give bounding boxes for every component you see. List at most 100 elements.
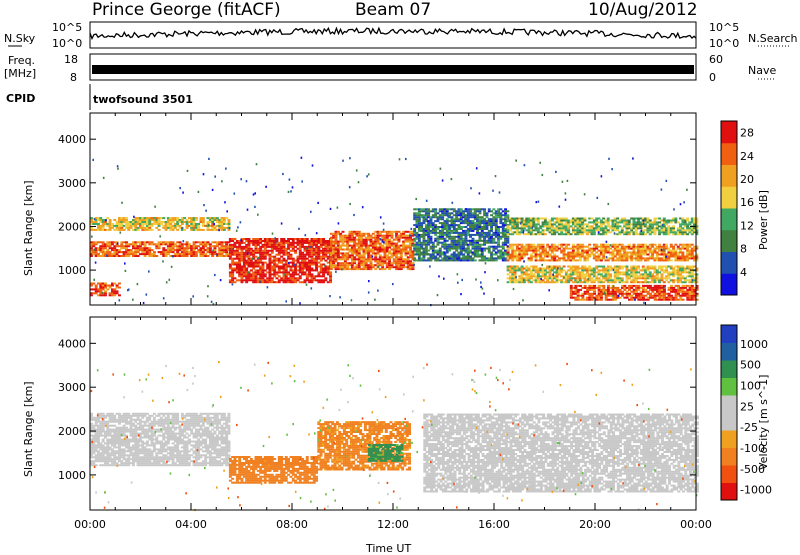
power-cell [507, 250, 510, 252]
power-cell [621, 244, 624, 246]
power-cell [144, 255, 147, 257]
power-cell [628, 221, 631, 223]
power-cell [165, 229, 168, 231]
power-cell [391, 241, 394, 243]
power-cell [269, 258, 272, 260]
power-cell [549, 271, 552, 273]
power-cell [329, 258, 332, 260]
power-cell [311, 256, 314, 258]
power-cell [292, 262, 295, 264]
power-cell [231, 273, 234, 275]
power-cell [530, 277, 533, 279]
power-cell [391, 233, 394, 235]
power-cell [483, 256, 486, 258]
power-cell [572, 257, 575, 259]
power-cell [106, 288, 109, 290]
power-cell [409, 237, 412, 239]
power-cell [109, 251, 112, 253]
power-cell [640, 227, 643, 229]
power-cell [499, 208, 502, 210]
power-cell [176, 223, 179, 225]
power-cell [386, 254, 389, 256]
power-cell [398, 231, 401, 233]
power-cell [679, 250, 682, 252]
power-cell [626, 297, 629, 299]
power-cell [214, 251, 217, 253]
power-cell [202, 247, 205, 249]
power-cell [656, 256, 659, 258]
power-cell [337, 243, 340, 245]
power-cell [398, 239, 401, 241]
power-cell [667, 277, 670, 279]
power-cell [563, 269, 566, 271]
power-cell [469, 256, 472, 258]
power-cell [579, 279, 582, 281]
power-cell [640, 293, 643, 295]
power-cell [370, 262, 373, 264]
power-cell [674, 250, 677, 252]
power-cell [367, 233, 370, 235]
power-cell [130, 249, 133, 251]
power-cell [423, 257, 426, 259]
power-cell [691, 275, 694, 277]
power-cell [684, 277, 687, 279]
power-cell [667, 281, 670, 283]
power-cell [684, 221, 687, 223]
power-cell [593, 289, 596, 291]
power-cell [584, 277, 587, 279]
power-cell [427, 250, 430, 252]
power-cell [623, 250, 626, 252]
power-cell [502, 248, 505, 250]
power-cell [95, 221, 98, 223]
power-cell [481, 254, 484, 256]
power-cell [460, 218, 463, 220]
power-cell [441, 216, 444, 218]
power-cell [358, 252, 361, 254]
power-cell [658, 244, 661, 246]
power-cell [113, 288, 116, 290]
power-cell [628, 293, 631, 295]
power-cell [104, 294, 107, 296]
power-cell [322, 281, 325, 283]
power-cell [558, 248, 561, 250]
power-cell [656, 275, 659, 277]
power-cell [320, 266, 323, 268]
power-cell [209, 243, 212, 245]
power-cell [635, 229, 638, 231]
power-cell [658, 221, 661, 223]
power-cell [521, 269, 524, 271]
power-cell [626, 291, 629, 293]
power-cell [102, 241, 105, 243]
power-cell [556, 231, 559, 233]
power-cell [495, 248, 498, 250]
power-cell [151, 225, 154, 227]
power-cell [614, 281, 617, 283]
power-cell [360, 247, 363, 249]
power-cell [259, 248, 262, 250]
power-cell [581, 248, 584, 250]
power-cell [479, 246, 482, 248]
power-cell [672, 246, 675, 248]
power-cell [628, 289, 631, 291]
power-cell [109, 219, 112, 221]
power-cell [626, 279, 629, 281]
power-cell [427, 244, 430, 246]
power-cell [104, 292, 107, 294]
power-cell [221, 225, 224, 227]
power-cell [506, 240, 509, 242]
power-cell [551, 279, 554, 281]
power-cell [255, 256, 258, 258]
power-cell [197, 245, 200, 247]
power-cell [294, 250, 297, 252]
power-cell [381, 245, 384, 247]
power-cell [544, 233, 547, 235]
power-cell [181, 223, 184, 225]
power-cell [605, 297, 608, 299]
power-cell [672, 275, 675, 277]
power-cell [262, 266, 265, 268]
power-cell [462, 212, 465, 214]
power-cell [418, 250, 421, 252]
power-cell [600, 220, 603, 222]
power-cell [181, 245, 184, 247]
power-cell [521, 275, 524, 277]
